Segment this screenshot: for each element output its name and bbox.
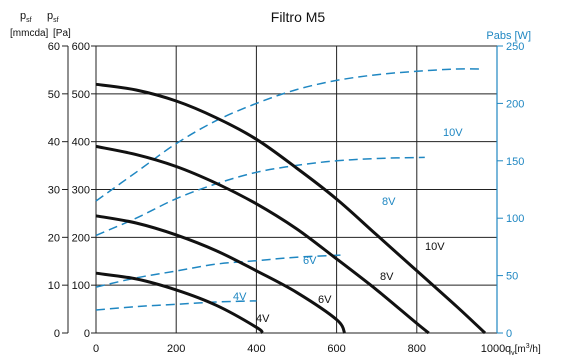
right-axis-label: Pabs [W] [486, 30, 531, 42]
pressure-label-10v: 10V [425, 241, 445, 253]
pressure-label-8v: 8V [380, 271, 394, 283]
mmcda-tick-label: 50 [48, 89, 60, 101]
mmcda-tick-label: 60 [48, 41, 60, 53]
power-tick-label: 100 [506, 213, 524, 225]
mmcda-tick-label: 30 [48, 185, 60, 197]
x-tick-label: 1000 [481, 343, 505, 355]
x-axis-label: qv[m3/h] [505, 343, 541, 357]
mmcda-tick-label: 10 [48, 280, 60, 292]
pa-tick-label: 500 [72, 89, 90, 101]
pa-tick-label: 200 [72, 232, 90, 244]
pa-tick-label: 400 [72, 137, 90, 149]
psf-label-1: psf [20, 10, 32, 24]
power-label-4v: 4V [233, 291, 247, 303]
power-curve-4v [95, 300, 257, 311]
x-tick-label: 200 [167, 343, 185, 355]
mmcda-tick-label: 0 [54, 328, 60, 340]
power-tick-label: 150 [506, 156, 524, 168]
mmcda-tick-label: 20 [48, 232, 60, 244]
power-label-8v: 8V [382, 196, 396, 208]
x-tick-label: 0 [93, 343, 99, 355]
chart-title: Filtro M5 [271, 9, 326, 25]
power-tick-label: 50 [506, 271, 518, 283]
power-label-6v: 6V [303, 255, 317, 267]
x-tick-label: 400 [247, 343, 265, 355]
x-tick-label: 800 [408, 343, 426, 355]
unit-pa: [Pa] [53, 28, 71, 39]
power-tick-label: 250 [506, 41, 524, 53]
power-curve-6v [95, 254, 345, 288]
pa-tick-label: 100 [72, 280, 90, 292]
psf-label-2: psf [47, 10, 59, 24]
curve-labels: 10V 8V 6V 4V 10V 8V 6V 4V [233, 127, 463, 325]
pressure-curve-4v [95, 271, 264, 335]
mmcda-tick-label: 40 [48, 137, 60, 149]
pressure-curves [95, 82, 487, 335]
pa-tick-label: 300 [72, 185, 90, 197]
pressure-curve-6v [95, 214, 346, 334]
unit-mmcda: [mmcda] [10, 28, 49, 39]
power-label-10v: 10V [443, 127, 463, 139]
pa-tick-label: 600 [72, 41, 90, 53]
power-tick-label: 0 [506, 328, 512, 340]
pressure-curve-8v [95, 144, 430, 335]
x-tick-label: 600 [327, 343, 345, 355]
pa-tick-label: 0 [84, 328, 90, 340]
pressure-curve-10v [95, 82, 487, 335]
pressure-label-6v: 6V [318, 294, 332, 306]
power-curve-10v [95, 68, 482, 202]
power-tick-label: 200 [506, 98, 524, 110]
axis-ticks: 0 200 400 600 800 100000100102002030030400405… [48, 41, 525, 355]
pressure-label-4v: 4V [256, 313, 270, 325]
power-curves [95, 68, 482, 311]
power-curve-8v [95, 156, 425, 237]
